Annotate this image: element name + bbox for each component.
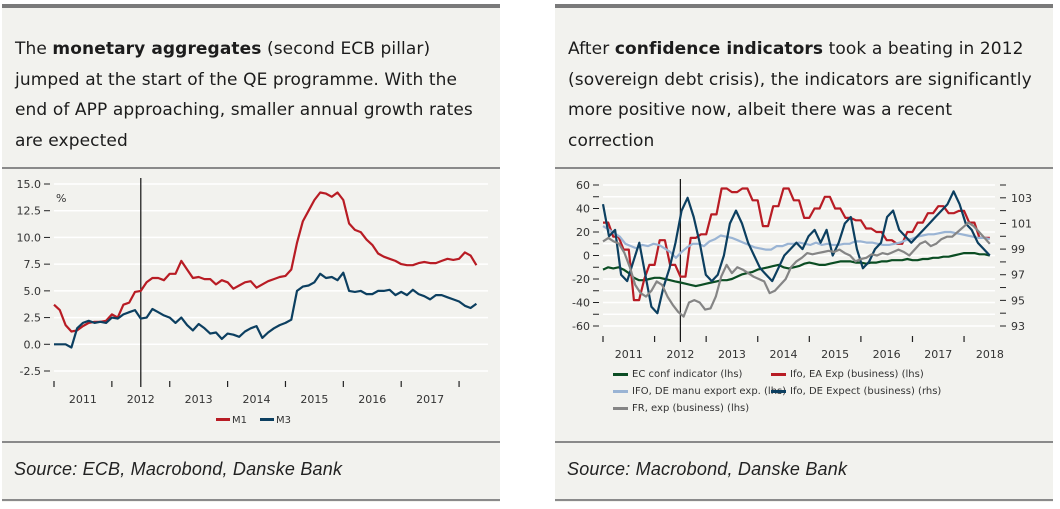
panel-top-bar <box>2 4 500 8</box>
panel-headline: After confidence indicators took a beati… <box>568 34 1043 156</box>
y-tick-label: 5.0 <box>24 285 42 298</box>
y2-tick-label: 97 <box>1011 269 1025 282</box>
y2-tick-label: 99 <box>1011 243 1025 256</box>
panel-top-bar <box>555 4 1053 8</box>
divider <box>555 499 1053 501</box>
source-note: Source: ECB, Macrobond, Danske Bank <box>14 459 343 479</box>
headline-text: The <box>15 39 53 59</box>
series-line-ec-conf-indicator-lhs <box>602 252 991 288</box>
confidence-indicators-panel: After confidence indicators took a beati… <box>555 4 1053 502</box>
legend-swatch-m3 <box>260 418 274 421</box>
legend-swatch-m1 <box>216 418 230 421</box>
y-tick-label: 40 <box>576 203 590 216</box>
headline-bold: monetary aggregates <box>52 39 262 59</box>
y-tick-label: -60 <box>572 320 590 333</box>
y-tick-label: 7.5 <box>24 258 42 271</box>
x-tick-label: 2016 <box>873 348 901 361</box>
legend-swatch <box>613 390 628 393</box>
legend-label-m1: M1 <box>232 415 247 426</box>
legend-swatch <box>771 390 786 393</box>
x-tick-label: 2016 <box>358 393 386 406</box>
confidence-indicators-chart: 60 40 20 0 -20 -40 -60 103 101 99 97 95 93 2011 2012 20… <box>572 179 1032 414</box>
legend-label: Ifo, EA Exp (business) (lhs) <box>790 369 924 380</box>
legend-swatch <box>771 373 786 376</box>
y2-tick-label: 103 <box>1011 192 1032 205</box>
legend-label: EC conf indicator (lhs) <box>632 369 743 380</box>
y-tick-label: 60 <box>576 179 590 192</box>
y-tick-label: 10.0 <box>17 231 42 244</box>
x-tick-label: 2013 <box>718 348 746 361</box>
legend-swatch <box>613 407 628 410</box>
divider <box>2 167 500 169</box>
series-line-ifo-de-expect-business-rhs <box>601 190 991 315</box>
x-tick-label: 2011 <box>615 348 643 361</box>
divider <box>2 441 500 443</box>
x-tick-label: 2018 <box>976 348 1004 361</box>
y-tick-label: 0.0 <box>24 338 42 351</box>
x-tick-label: 2012 <box>127 393 155 406</box>
series-line-fr-exp-business-lhs <box>602 221 991 318</box>
y-tick-label: 15.0 <box>17 178 42 191</box>
y-tick-label: 12.5 <box>17 205 42 218</box>
series-line-ifo-ea-exp-business-lhs <box>603 187 990 302</box>
x-tick-label: 2012 <box>666 348 694 361</box>
y-axis-unit: % <box>56 192 66 205</box>
y-tick-label: 2.5 <box>24 312 42 325</box>
x-tick-label: 2015 <box>300 393 328 406</box>
x-tick-label: 2017 <box>924 348 952 361</box>
x-tick-label: 2014 <box>243 393 271 406</box>
monetary-aggregates-panel: The monetary aggregates (second ECB pill… <box>2 4 500 502</box>
legend-label-m3: M3 <box>276 415 291 426</box>
x-tick-label: 2014 <box>770 348 798 361</box>
headline-text: (second ECB pillar) jumped at the start … <box>15 39 473 151</box>
y-tick-label: 0 <box>583 250 590 263</box>
y2-tick-label: 101 <box>1011 217 1032 230</box>
divider <box>2 499 500 501</box>
divider <box>555 167 1053 169</box>
y-tick-label: -2.5 <box>20 365 41 378</box>
series-line-m3 <box>54 271 478 349</box>
y2-tick-label: 95 <box>1011 294 1025 307</box>
y2-tick-label: 93 <box>1011 320 1025 333</box>
y-tick-label: -20 <box>572 273 590 286</box>
x-tick-label: 2015 <box>821 348 849 361</box>
headline-bold: confidence indicators <box>614 39 824 59</box>
y-tick-label: -40 <box>572 297 590 310</box>
headline-text: After <box>568 39 615 59</box>
monetary-aggregates-chart: 15.0 12.5 10.0 7.5 5.0 2.5 0.0 -2.5% 2011 2012 201… <box>17 178 488 426</box>
y-tick-label: 20 <box>576 226 590 239</box>
legend-label: IFO, DE manu export exp. (lhs) <box>632 386 786 397</box>
legend-label: FR, exp (business) (lhs) <box>632 403 749 414</box>
legend-label: Ifo, DE Expect (business) (rhs) <box>790 386 941 397</box>
panel-headline: The monetary aggregates (second ECB pill… <box>15 34 490 156</box>
x-tick-label: 2013 <box>185 393 213 406</box>
headline-text: took a beating in 2012 (sovereign debt c… <box>568 39 1032 151</box>
divider <box>555 441 1053 443</box>
legend-swatch <box>613 373 628 376</box>
x-tick-label: 2011 <box>69 393 97 406</box>
x-tick-label: 2017 <box>416 393 444 406</box>
source-note: Source: Macrobond, Danske Bank <box>567 459 848 479</box>
series-line-m1 <box>53 191 478 333</box>
